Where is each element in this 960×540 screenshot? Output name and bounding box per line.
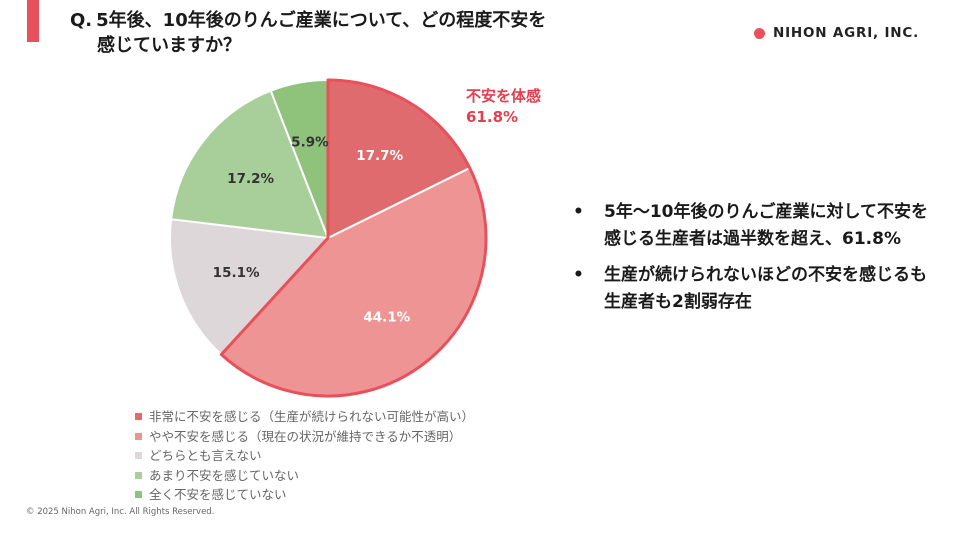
summary-item: • 生産が続けられないほどの不安を感じるも生産者も2割弱存在 — [568, 262, 928, 316]
pie-data-label: 17.2% — [227, 171, 274, 187]
legend-label: あまり不安を感じていない — [149, 467, 300, 483]
copyright-footer: © 2025 Nihon Agri, Inc. All Rights Reser… — [26, 507, 215, 517]
pie-data-label: 44.1% — [363, 309, 410, 325]
bullet-icon: • — [573, 265, 584, 285]
title-accent-bar — [27, 0, 39, 42]
pie-highlight-group — [219, 78, 488, 398]
pie-data-labels: 17.7% 44.1% 15.1% 17.2% 5.9% — [213, 135, 411, 326]
pie-data-label: 15.1% — [213, 265, 260, 281]
question-label: Q. — [70, 10, 93, 31]
logo-text: NIHON AGRI, INC. — [773, 25, 920, 41]
bullet-icon: • — [573, 202, 584, 222]
legend-swatch — [135, 452, 142, 460]
pie-highlight-outline — [219, 78, 488, 398]
summary-item-text: 生産が続けられないほどの不安を感じるも生産者も2割弱存在 — [604, 265, 927, 312]
legend-swatch — [135, 432, 142, 440]
legend-item: 非常に不安を感じる（生産が続けられない可能性が高い） — [135, 407, 474, 427]
pie-data-label: 17.7% — [356, 148, 403, 164]
legend-label: どちらとも言えない — [149, 448, 262, 463]
pie-slice — [169, 218, 331, 356]
summary-list: • 5年～10年後のりんご産業に対して不安を感じる生産者は過半数を超え、61.8… — [568, 199, 928, 325]
question-line-1: 5年後、10年後のりんご産業について、どの程度不安を — [96, 10, 547, 31]
pie-slice — [170, 89, 330, 240]
callout-title: 不安を体感 — [466, 87, 542, 105]
logo-dot-icon — [754, 27, 765, 39]
legend-swatch — [135, 471, 142, 479]
legend-item: やや不安を感じる（現在の状況が維持できるか不透明） — [135, 427, 474, 447]
legend-item: どちらとも言えない — [135, 446, 474, 466]
legend-item: あまり不安を感じていない — [135, 466, 474, 486]
pie-data-label: 5.9% — [291, 135, 329, 151]
legend-label: 全く不安を感じていない — [149, 487, 287, 502]
legend-label: 非常に不安を感じる（生産が続けられない可能性が高い） — [149, 409, 475, 424]
callout-value: 61.8% — [466, 108, 519, 126]
legend-item: 全く不安を感じていない — [135, 485, 474, 505]
legend-swatch — [135, 413, 142, 421]
question-title: Q. 5年後、10年後のりんご産業について、どの程度不安を 感じていますか？ — [70, 8, 670, 58]
chart-legend: 非常に不安を感じる（生産が続けられない可能性が高い） やや不安を感じる（現在の状… — [135, 407, 474, 505]
summary-item-text: 5年～10年後のりんご産業に対して不安を感じる生産者は過半数を超え、61.8% — [604, 202, 928, 249]
legend-label: やや不安を感じる（現在の状況が維持できるか不透明） — [149, 428, 462, 444]
company-logo: NIHON AGRI, INC. — [754, 23, 919, 43]
question-line-2: 感じていますか？ — [97, 35, 241, 56]
legend-swatch — [135, 491, 142, 499]
anxiety-callout: 不安を体感 61.8% — [466, 86, 541, 128]
summary-item: • 5年～10年後のりんご産業に対して不安を感じる生産者は過半数を超え、61.8… — [568, 199, 928, 253]
